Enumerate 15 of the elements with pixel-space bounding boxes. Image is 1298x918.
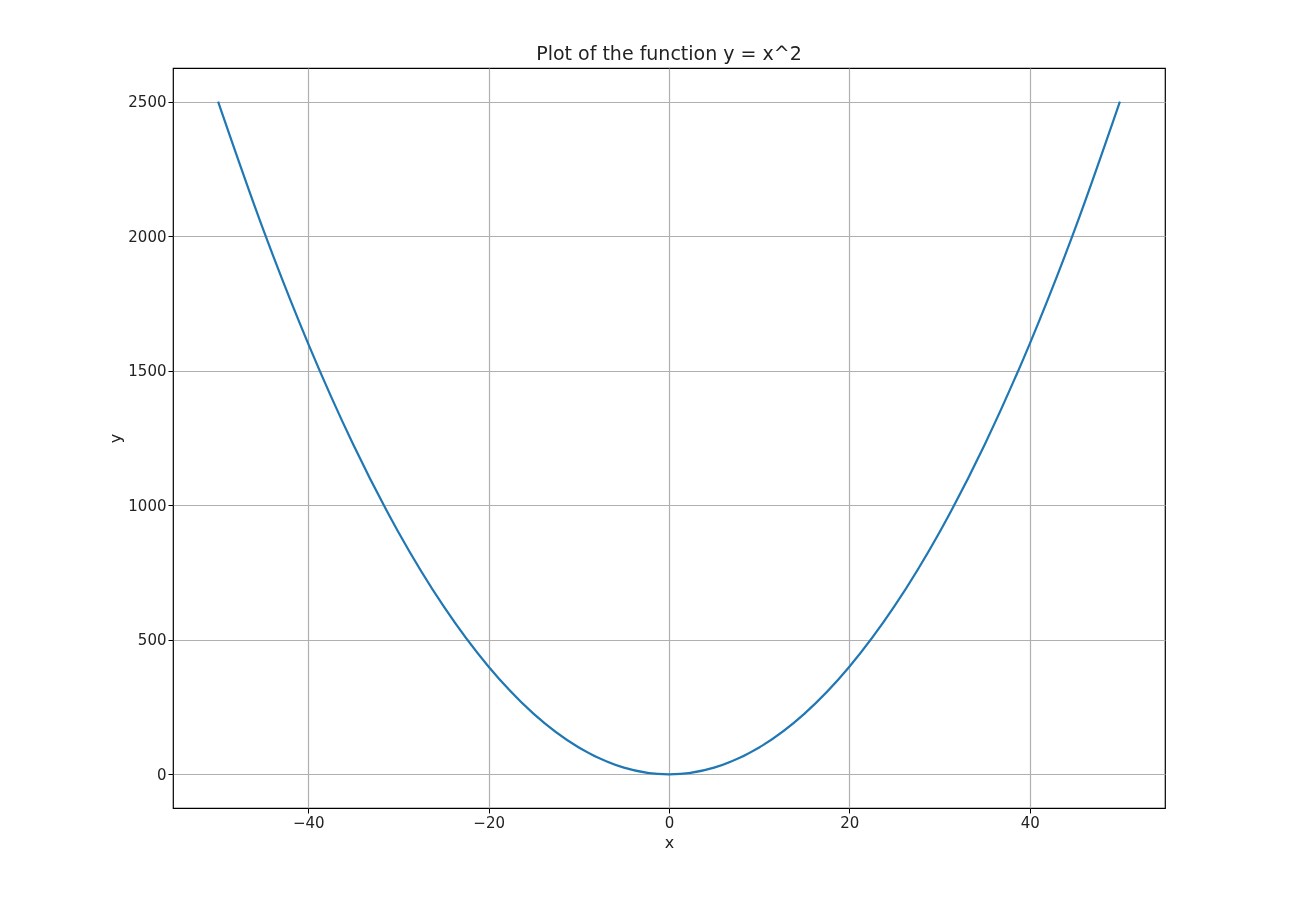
x-tick-label: 20	[840, 813, 860, 832]
x-tick-label: −20	[473, 813, 505, 832]
y-tick-label: 500	[137, 631, 167, 650]
y-tick-label: 1500	[128, 362, 167, 381]
line-series	[216, 100, 1122, 776]
y-tick-label: 2000	[128, 227, 167, 246]
x-tick-label: −40	[292, 813, 325, 832]
x-axis-title: x	[664, 832, 675, 852]
y-axis-title: y	[106, 433, 126, 444]
x-tick-label: 40	[1020, 813, 1040, 832]
y-tick-label: 1000	[128, 496, 167, 515]
y-tick-label: 0	[156, 765, 167, 784]
chart-title: Plot of the function y = x^2	[536, 42, 802, 64]
x-tick-label: 0	[664, 813, 675, 832]
y-tick-label: 2500	[128, 93, 167, 112]
